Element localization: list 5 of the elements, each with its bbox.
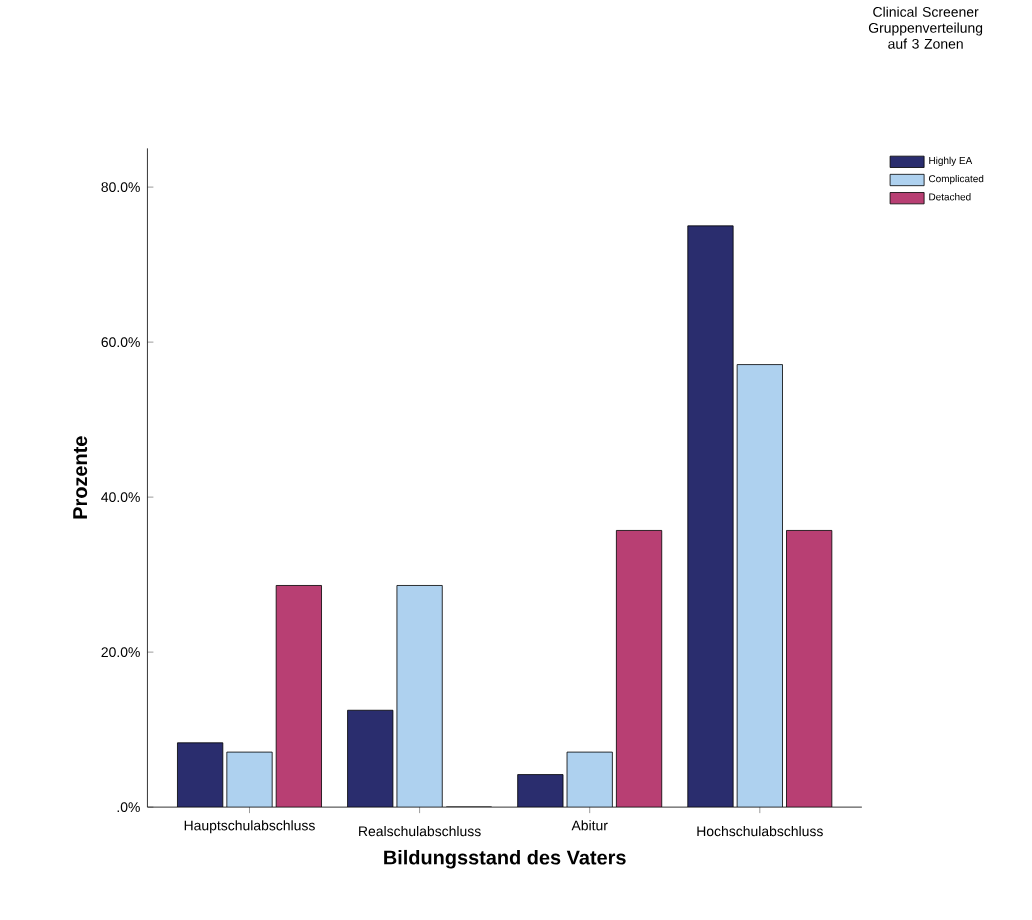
bar — [786, 529, 833, 807]
bar — [276, 585, 322, 807]
y-axis-title: Prozente — [73, 436, 88, 519]
bar — [616, 530, 662, 807]
x-axis-title: Bildungsstand des Vaters — [384, 849, 626, 869]
